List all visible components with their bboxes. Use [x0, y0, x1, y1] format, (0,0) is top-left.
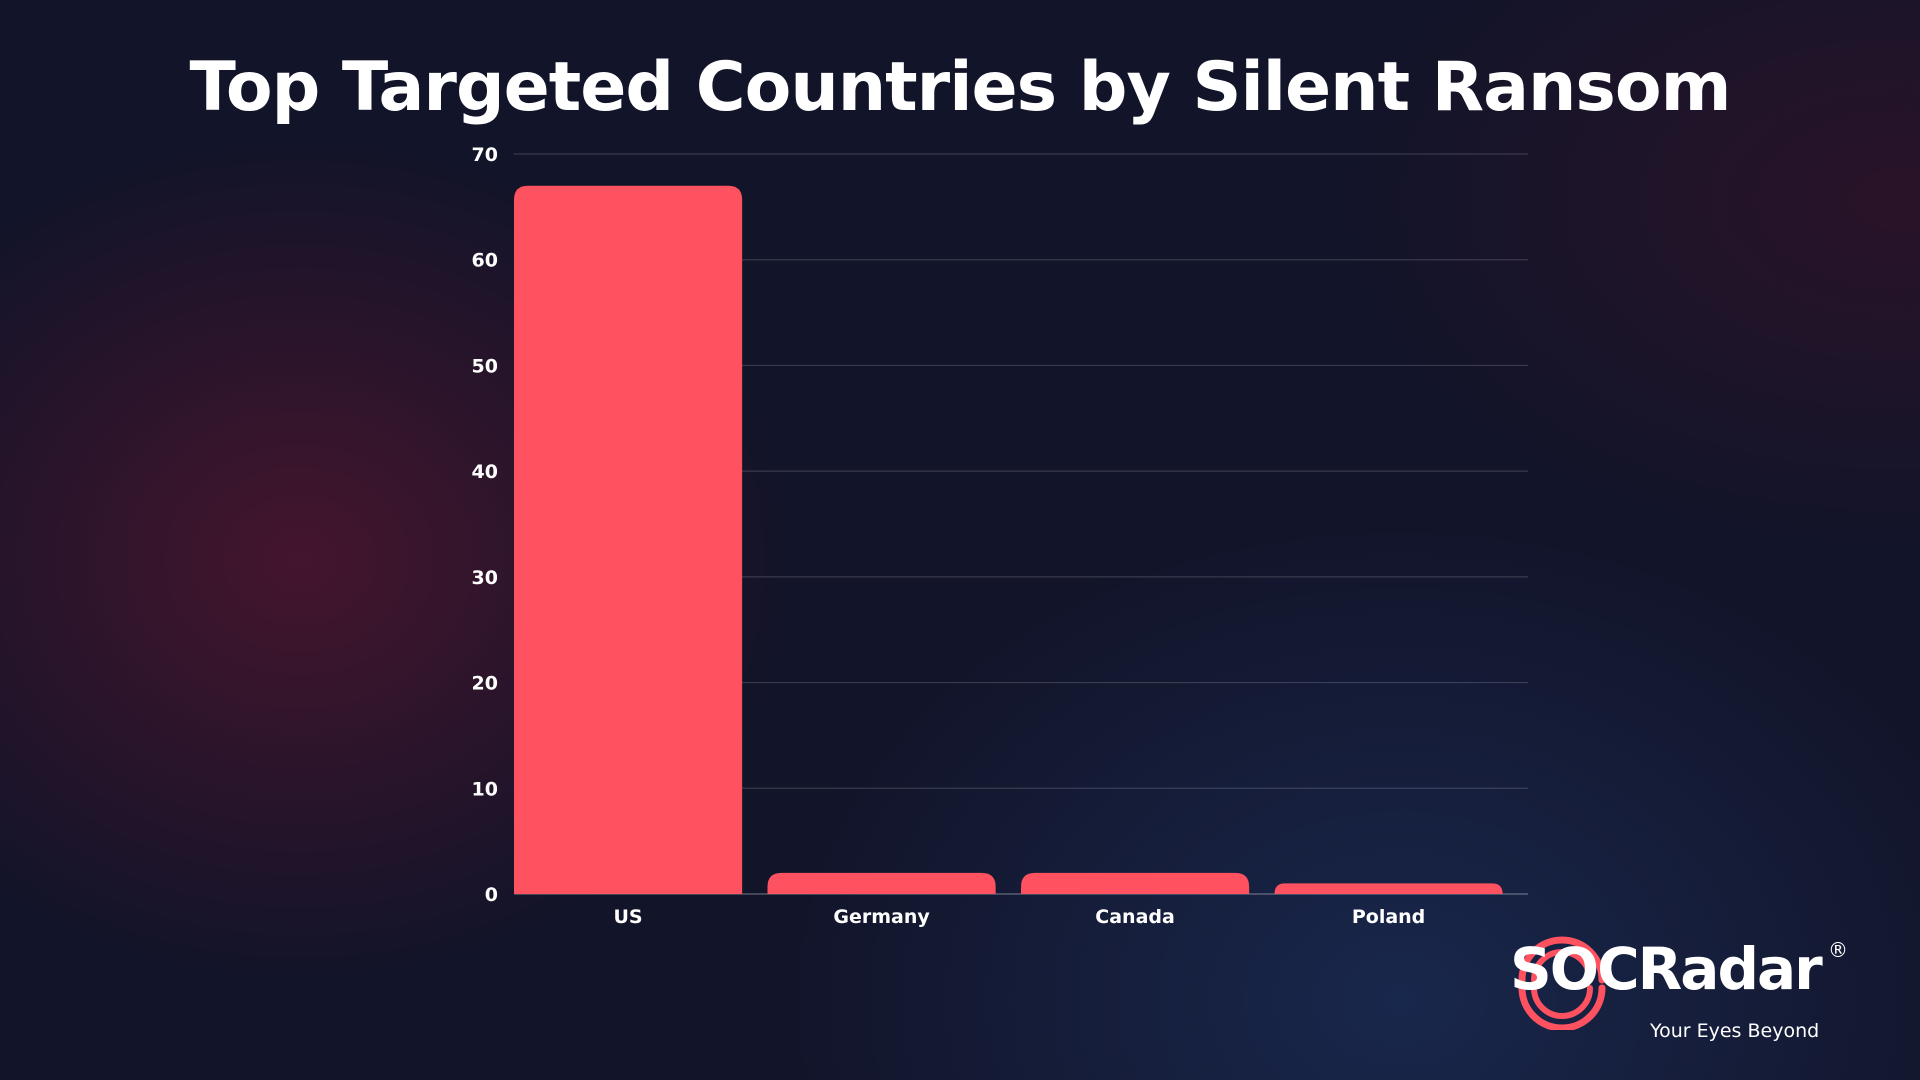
logo-tagline: Your Eyes Beyond: [1650, 1020, 1820, 1042]
y-tick-label: 10: [472, 778, 498, 800]
y-tick-label: 30: [472, 567, 498, 589]
radar-rings-icon: [1518, 936, 1606, 1030]
bars: [514, 185, 1503, 894]
socradar-logo: SOCRadar ® Your Eyes Beyond: [1510, 935, 1850, 1050]
y-tick-label: 70: [472, 144, 498, 166]
y-tick-label: 50: [472, 355, 498, 377]
x-tick-label: US: [614, 906, 643, 928]
y-tick-label: 60: [472, 250, 498, 272]
registered-mark: ®: [1828, 938, 1848, 962]
bar-canada: [1021, 872, 1250, 894]
bar-poland: [1274, 883, 1503, 894]
bar-us: [514, 185, 743, 894]
y-tick-label: 0: [485, 884, 498, 906]
x-tick-label: Germany: [833, 906, 930, 928]
y-tick-label: 20: [472, 673, 498, 695]
y-tick-label: 40: [472, 461, 498, 483]
chart-title: Top Targeted Countries by Silent Ransom: [189, 48, 1732, 127]
bar-germany: [767, 872, 996, 894]
y-axis-ticks: 0 10 20 30 40 50 60 70: [472, 144, 498, 906]
x-tick-label: Canada: [1095, 906, 1175, 928]
logo-wordmark: SOCRadar: [1510, 935, 1823, 1003]
x-axis-labels: US Germany Canada Poland: [614, 906, 1426, 928]
x-tick-label: Poland: [1352, 906, 1425, 928]
